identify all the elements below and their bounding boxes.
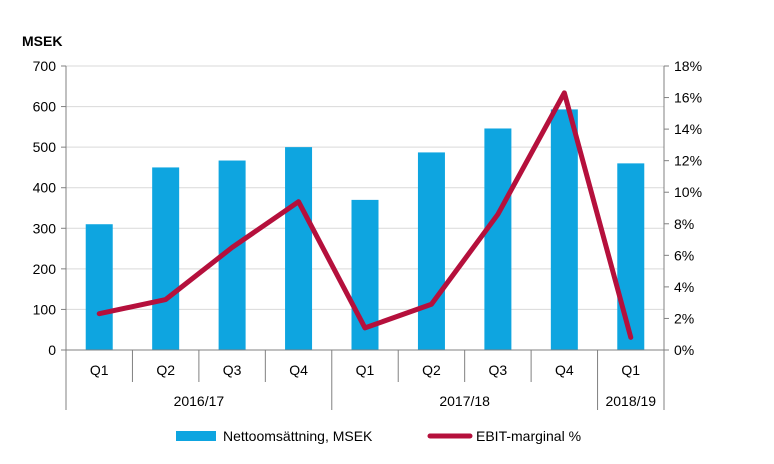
category-label: Q1	[621, 362, 640, 378]
category-label: Q4	[555, 362, 574, 378]
left-tick-label: 300	[33, 220, 57, 236]
group-label: 2017/18	[439, 393, 490, 409]
right-tick-label: 16%	[674, 90, 702, 106]
axes	[61, 65, 669, 410]
right-tick-label: 10%	[674, 184, 702, 200]
category-label: Q2	[156, 362, 175, 378]
right-tick-label: 14%	[674, 121, 702, 137]
group-labels: 2016/17 2017/18 2018/19	[174, 393, 657, 409]
category-label: Q2	[422, 362, 441, 378]
bar	[484, 128, 512, 350]
group-label: 2016/17	[174, 393, 225, 409]
right-tick-label: 8%	[674, 216, 694, 232]
left-tick-label: 0	[48, 342, 56, 358]
category-labels: Q1 Q2 Q3 Q4 Q1 Q2 Q3 Q4 Q1	[90, 362, 640, 378]
left-tick-label: 500	[33, 139, 57, 155]
category-label: Q1	[90, 362, 109, 378]
left-tick-label: 100	[33, 301, 57, 317]
bar	[417, 152, 445, 350]
right-tick-label: 0%	[674, 342, 694, 358]
right-axis-ticks: 0% 2% 4% 6% 8% 10% 12% 14% 16% 18%	[674, 58, 702, 358]
category-label: Q4	[289, 362, 308, 378]
bar	[152, 167, 180, 350]
right-tick-label: 12%	[674, 153, 702, 169]
left-tick-label: 400	[33, 180, 57, 196]
category-label: Q3	[489, 362, 508, 378]
left-tick-label: 200	[33, 261, 57, 277]
legend-label-line: EBIT-marginal %	[476, 428, 581, 444]
legend: Nettoomsättning, MSEK EBIT-marginal %	[176, 428, 581, 444]
right-tick-label: 2%	[674, 310, 694, 326]
right-tick-label: 4%	[674, 279, 694, 295]
left-tick-label: 600	[33, 99, 57, 115]
bar-series	[85, 109, 645, 350]
left-tick-label: 700	[33, 58, 57, 74]
bar	[550, 109, 578, 350]
y-unit-label: MSEK	[22, 33, 62, 49]
category-label: Q3	[223, 362, 242, 378]
right-tick-label: 6%	[674, 247, 694, 263]
bar	[285, 147, 313, 350]
left-axis-ticks: 0 100 200 300 400 500 600 700	[33, 58, 57, 358]
legend-swatch-bar	[176, 431, 216, 441]
category-label: Q1	[356, 362, 375, 378]
right-tick-label: 18%	[674, 58, 702, 74]
legend-label-bar: Nettoomsättning, MSEK	[223, 428, 373, 444]
bar	[85, 224, 113, 350]
bar	[617, 163, 645, 350]
group-label: 2018/19	[605, 393, 656, 409]
line-series	[96, 90, 634, 340]
ebit-line	[96, 90, 634, 340]
